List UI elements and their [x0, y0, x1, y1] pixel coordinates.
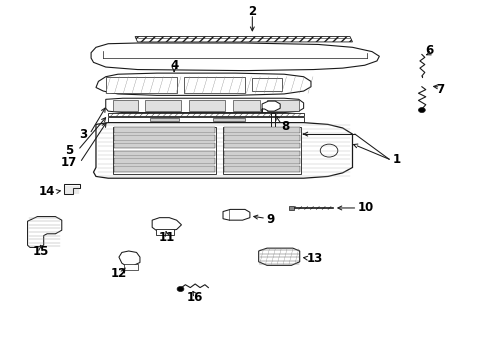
Text: 12: 12 — [111, 267, 127, 280]
Polygon shape — [189, 100, 225, 111]
Text: 17: 17 — [61, 156, 77, 169]
Polygon shape — [114, 150, 215, 156]
Text: 14: 14 — [39, 185, 55, 198]
Polygon shape — [124, 264, 138, 270]
Text: 5: 5 — [65, 144, 73, 157]
Polygon shape — [108, 117, 304, 122]
Polygon shape — [114, 143, 215, 148]
Text: 16: 16 — [187, 291, 203, 304]
Text: 7: 7 — [437, 83, 444, 96]
Polygon shape — [252, 78, 282, 91]
Polygon shape — [289, 206, 294, 210]
Polygon shape — [267, 100, 299, 111]
Polygon shape — [114, 135, 215, 140]
Polygon shape — [223, 127, 301, 174]
Polygon shape — [94, 123, 352, 178]
Polygon shape — [224, 135, 300, 140]
Polygon shape — [106, 77, 176, 93]
Polygon shape — [224, 158, 300, 164]
Polygon shape — [259, 248, 300, 265]
Polygon shape — [106, 98, 304, 113]
Polygon shape — [135, 37, 352, 42]
Polygon shape — [91, 43, 379, 71]
Text: 1: 1 — [392, 153, 400, 166]
Text: 3: 3 — [79, 127, 87, 141]
Polygon shape — [262, 101, 280, 113]
Polygon shape — [224, 127, 300, 133]
Polygon shape — [213, 118, 245, 121]
Polygon shape — [224, 166, 300, 172]
Text: 10: 10 — [358, 202, 374, 215]
Polygon shape — [113, 127, 216, 174]
Polygon shape — [114, 127, 215, 133]
Circle shape — [177, 287, 184, 292]
Polygon shape — [108, 113, 304, 116]
Polygon shape — [184, 77, 245, 93]
Text: 11: 11 — [159, 231, 175, 244]
Polygon shape — [233, 100, 260, 111]
Text: 9: 9 — [266, 213, 274, 226]
Text: 2: 2 — [248, 5, 256, 18]
Text: 13: 13 — [306, 252, 322, 265]
Polygon shape — [96, 73, 311, 95]
Circle shape — [418, 108, 425, 113]
Polygon shape — [145, 100, 181, 111]
Text: 4: 4 — [170, 59, 178, 72]
Polygon shape — [114, 158, 215, 164]
Polygon shape — [119, 251, 140, 265]
Polygon shape — [156, 229, 174, 234]
Polygon shape — [152, 218, 181, 231]
Text: 15: 15 — [32, 244, 49, 257]
Polygon shape — [114, 166, 215, 172]
Polygon shape — [224, 143, 300, 148]
Polygon shape — [223, 210, 250, 220]
Polygon shape — [27, 217, 62, 247]
Text: 8: 8 — [281, 121, 289, 134]
Polygon shape — [64, 184, 80, 194]
Polygon shape — [113, 100, 138, 111]
Polygon shape — [150, 118, 179, 121]
Text: 6: 6 — [426, 44, 434, 57]
Polygon shape — [224, 150, 300, 156]
